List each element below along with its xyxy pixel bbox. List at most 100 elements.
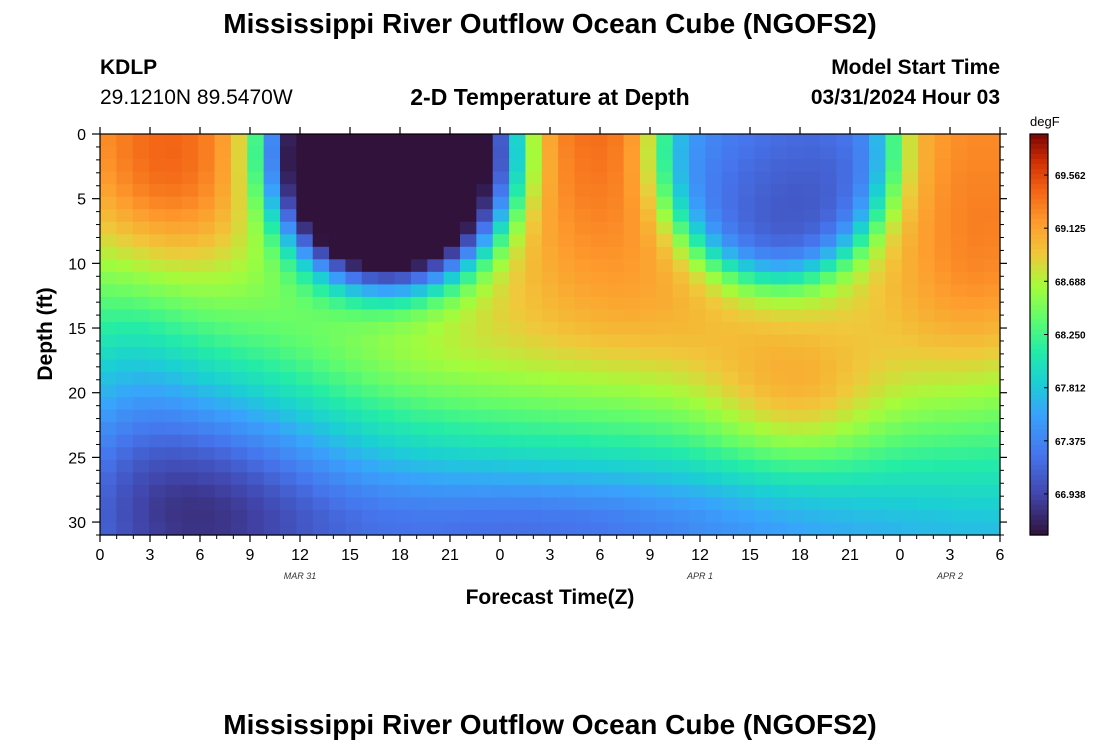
heatmap-cell [574, 372, 592, 386]
colorbar-swatch [1030, 524, 1048, 531]
heatmap-cell [214, 397, 232, 411]
heatmap-cell [738, 284, 756, 298]
heatmap-cell [100, 209, 117, 223]
heatmap-cell [394, 134, 412, 148]
heatmap-cell [394, 347, 412, 361]
heatmap-cell [509, 347, 527, 361]
x-tick-label: 0 [496, 547, 505, 564]
heatmap-cell [770, 134, 788, 148]
heatmap-cell [410, 384, 428, 398]
heatmap-cell [214, 422, 232, 436]
heatmap-cell [623, 284, 641, 298]
heatmap-cell [263, 246, 281, 260]
heatmap-cell [656, 334, 674, 348]
heatmap-cell [738, 359, 756, 373]
heatmap-cell [541, 397, 559, 411]
heatmap-cell [460, 284, 477, 298]
heatmap-cell [754, 284, 772, 298]
heatmap-cell [509, 359, 527, 373]
heatmap-cell [165, 334, 183, 348]
heatmap-cell [672, 196, 690, 210]
heatmap-cell [100, 146, 117, 160]
heatmap-cell [100, 309, 117, 323]
heatmap-cell [672, 184, 690, 198]
heatmap-cell [558, 196, 576, 210]
heatmap-cell [983, 134, 1001, 148]
heatmap-cell [869, 359, 887, 373]
heatmap-cell [280, 246, 297, 260]
heatmap-cell [165, 397, 183, 411]
heatmap-cell [983, 334, 1001, 348]
heatmap-cell [361, 171, 379, 185]
heatmap-cell [410, 321, 428, 336]
heatmap-cell [410, 284, 428, 298]
heatmap-cell [361, 259, 379, 273]
heatmap-cell [820, 209, 837, 223]
heatmap-cell [361, 497, 379, 511]
heatmap-cell [754, 359, 772, 373]
heatmap-cell [525, 159, 543, 173]
heatmap-cell [198, 271, 216, 285]
heatmap-cell [787, 234, 805, 248]
heatmap-cell [656, 309, 674, 323]
heatmap-cell [901, 259, 919, 273]
heatmap-cell [230, 171, 248, 185]
heatmap-cell [967, 472, 985, 486]
heatmap-cell [394, 196, 412, 210]
heatmap-cell [672, 472, 690, 486]
heatmap-cell [558, 359, 576, 373]
heatmap-cell [116, 472, 134, 486]
heatmap-cell [803, 472, 821, 486]
heatmap-cell [198, 422, 216, 436]
heatmap-cell [132, 209, 150, 223]
heatmap-cell [198, 184, 216, 198]
heatmap-cell [263, 196, 281, 210]
heatmap-cell [443, 497, 461, 511]
heatmap-cell [329, 484, 347, 499]
heatmap-cell [787, 497, 805, 511]
heatmap-cell [214, 284, 232, 298]
heatmap-cell [165, 409, 183, 423]
heatmap-cell [181, 459, 199, 473]
heatmap-cell [214, 309, 232, 323]
heatmap-cell [754, 459, 772, 473]
heatmap-cell [590, 522, 608, 536]
heatmap-cell [132, 347, 150, 361]
heatmap-cell [165, 159, 183, 173]
heatmap-cell [443, 309, 461, 323]
heatmap-cell [198, 321, 216, 336]
heatmap-cell [852, 309, 870, 323]
heatmap-cell [345, 334, 363, 348]
heatmap-cell [590, 472, 608, 486]
heatmap-cell [836, 484, 854, 499]
heatmap-cell [607, 321, 625, 336]
heatmap-cell [558, 246, 576, 260]
heatmap-cell [803, 284, 821, 298]
heatmap-cell [770, 459, 788, 473]
heatmap-cell [869, 159, 887, 173]
heatmap-cell [280, 509, 297, 524]
heatmap-cell [770, 196, 788, 210]
heatmap-cell [590, 284, 608, 298]
heatmap-cell [345, 434, 363, 448]
heatmap-cell [329, 509, 347, 524]
heatmap-cell [116, 484, 134, 499]
colorbar-swatch [1030, 134, 1048, 140]
heatmap-cell [623, 296, 641, 311]
heatmap-cell [721, 497, 739, 511]
heatmap-cell [820, 146, 837, 160]
heatmap-cell [852, 134, 870, 148]
heatmap-cell [558, 259, 576, 273]
heatmap-cell [967, 522, 985, 536]
heatmap-cell [476, 271, 494, 285]
heatmap-cell [558, 309, 576, 323]
heatmap-cell [296, 309, 314, 323]
heatmap-cell [329, 522, 347, 536]
colorbar-swatch [1030, 434, 1048, 441]
heatmap-cell [394, 159, 412, 173]
x-tick-label: 3 [946, 547, 955, 564]
heatmap-cell [901, 397, 919, 411]
heatmap-cell [738, 522, 756, 536]
heatmap-cell [705, 347, 723, 361]
